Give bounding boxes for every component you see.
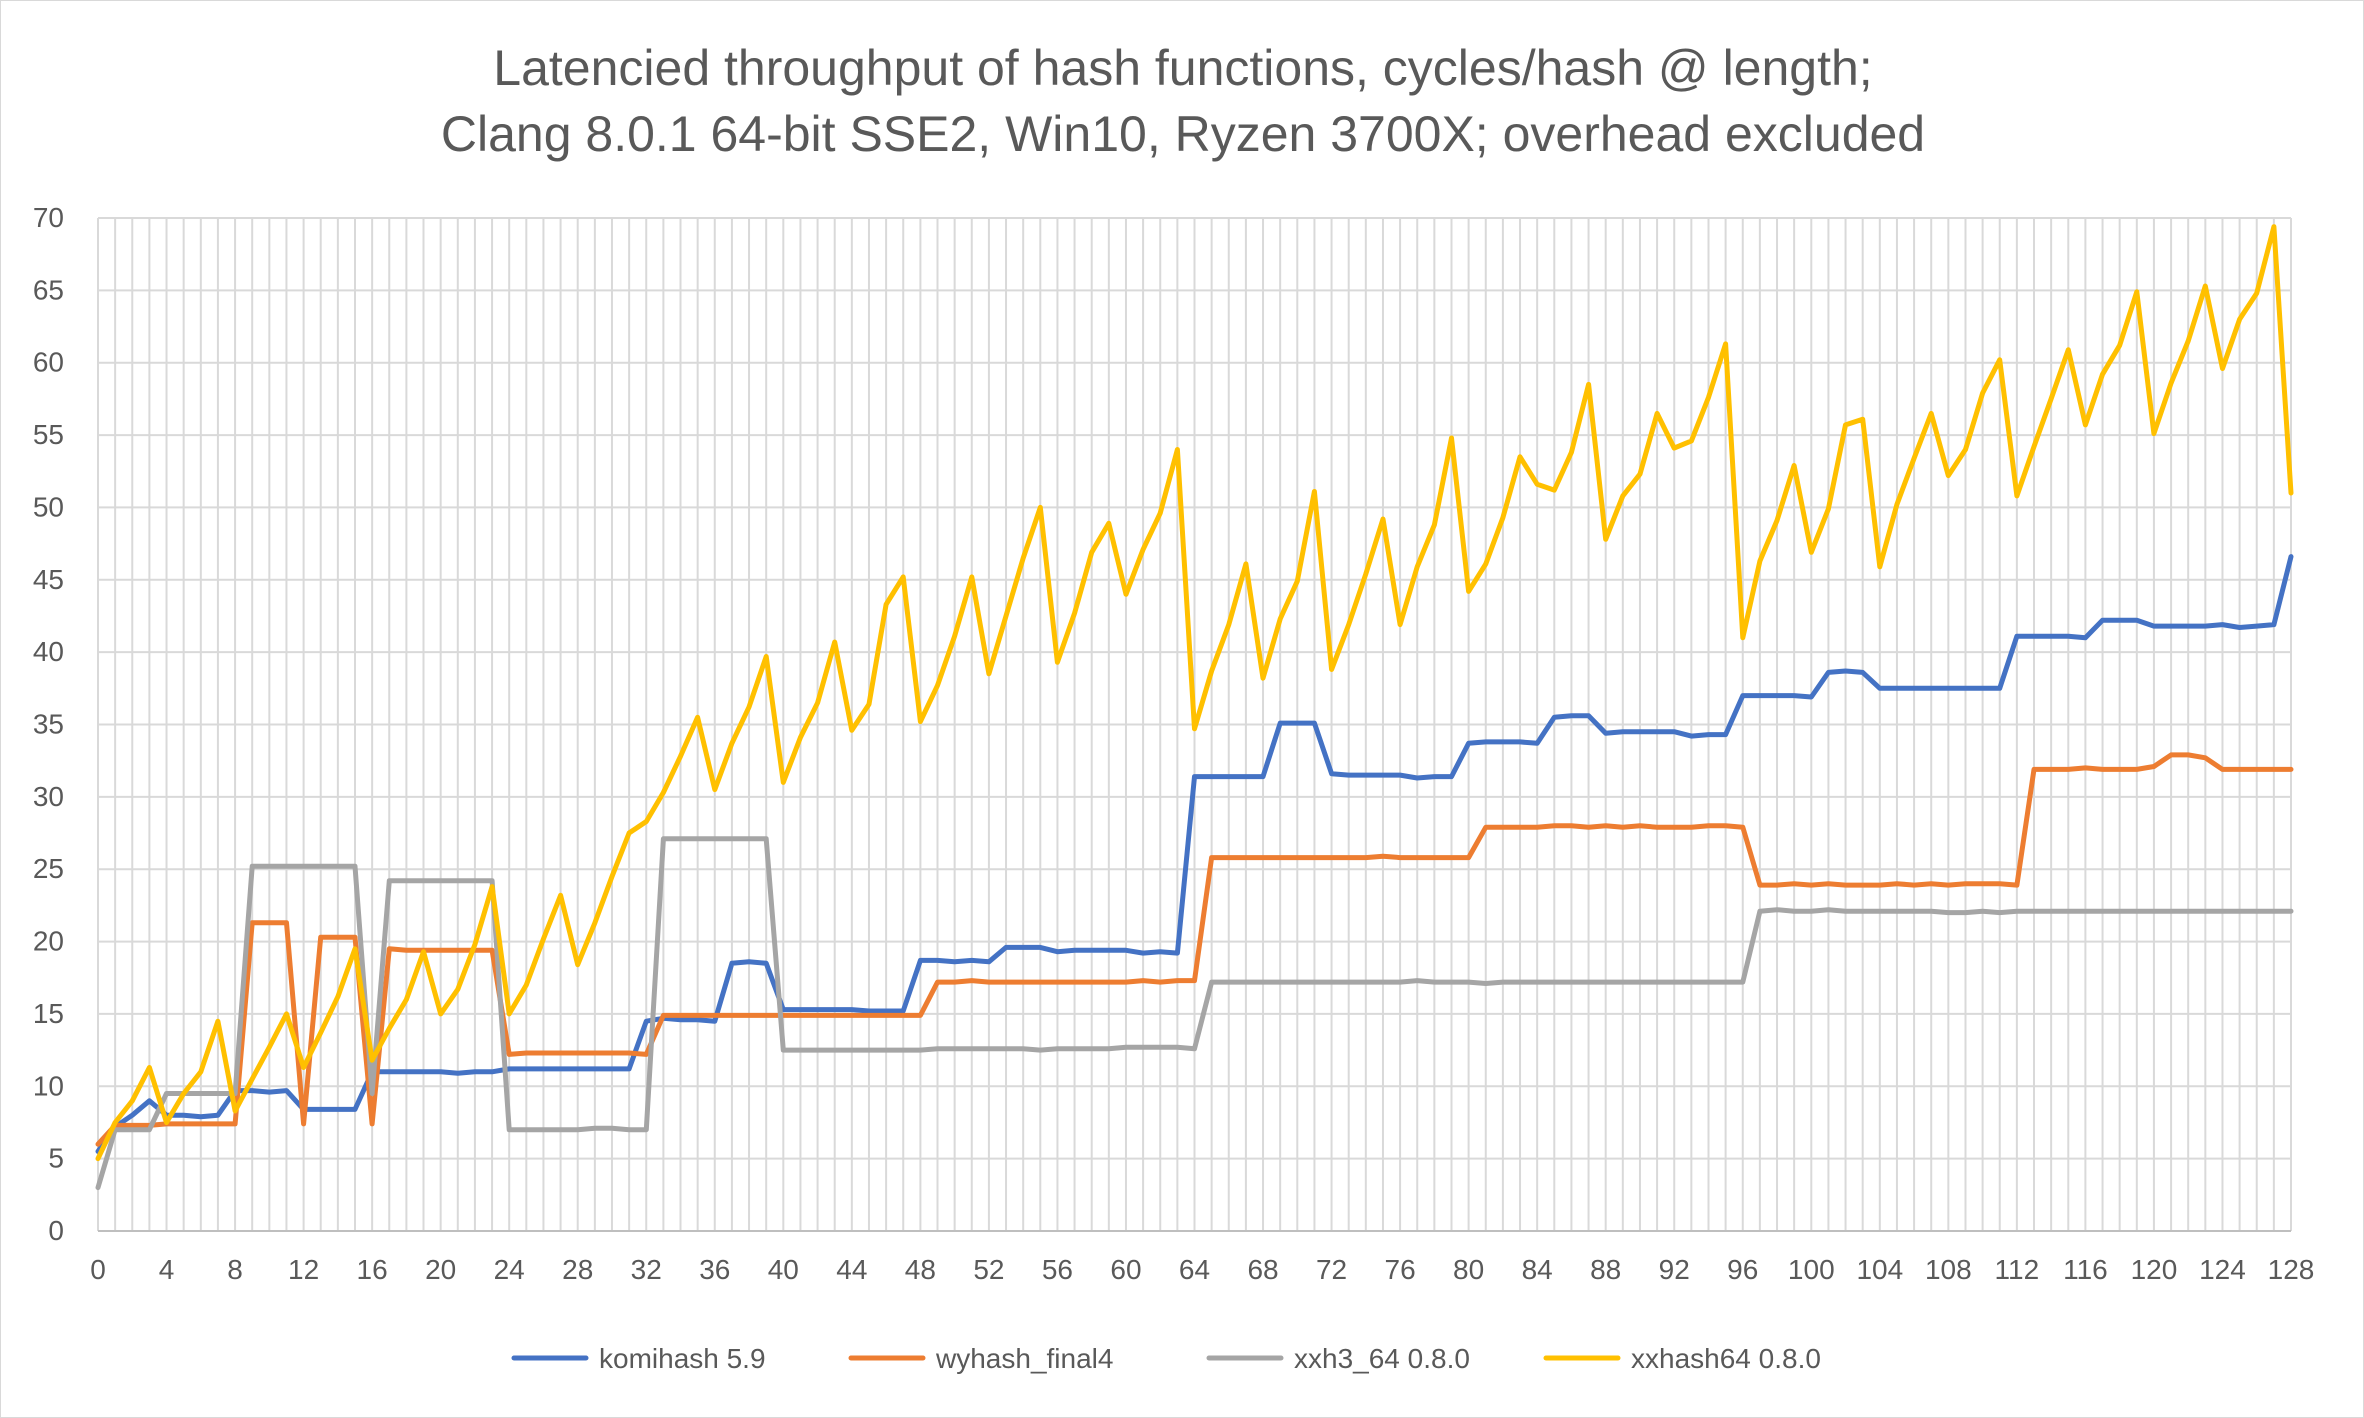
x-tick-label-26: 104 [1856,1254,1903,1285]
y-tick-label-2: 10 [33,1070,64,1101]
x-tick-label-10: 40 [768,1254,799,1285]
y-tick-label-5: 25 [33,853,64,884]
x-tick-label-19: 76 [1385,1254,1416,1285]
legend-label-0: komihash 5.9 [599,1343,766,1374]
x-tick-label-21: 84 [1522,1254,1553,1285]
y-tick-label-9: 45 [33,564,64,595]
x-tick-label-8: 32 [631,1254,662,1285]
y-tick-label-11: 55 [33,419,64,450]
chart-title-line-1: Latencied throughput of hash functions, … [493,40,1873,96]
x-tick-label-9: 36 [699,1254,730,1285]
y-tick-label-3: 15 [33,998,64,1029]
x-tick-label-27: 108 [1925,1254,1972,1285]
x-tick-label-12: 48 [905,1254,936,1285]
x-tick-label-0: 0 [90,1254,106,1285]
x-tick-label-17: 68 [1247,1254,1278,1285]
chart-title-line-2: Clang 8.0.1 64-bit SSE2, Win10, Ryzen 37… [440,106,1926,162]
series-line-1 [95,752,2294,1147]
x-tick-label-20: 80 [1453,1254,1484,1285]
legend-label-2: xxh3_64 0.8.0 [1294,1343,1470,1374]
y-tick-label-6: 30 [33,781,64,812]
legend: komihash 5.9 wyhash_final4 xxh3_64 0.8.0 xx… [511,1343,1821,1374]
y-tick-label-4: 20 [33,926,64,957]
legend-item-2: xxh3_64 0.8.0 [1206,1343,1470,1374]
x-tick-label-28: 112 [1995,1254,2040,1285]
series-line-3 [95,224,2294,1162]
y-tick-label-1: 5 [48,1143,64,1174]
y-tick-label-14: 70 [33,202,64,233]
y-tick-label-0: 0 [48,1215,64,1246]
x-tick-label-29: 116 [2063,1254,2108,1285]
x-tick-label-3: 12 [288,1254,319,1285]
x-tick-label-25: 100 [1788,1254,1835,1285]
chart-title: Latencied throughput of hash functions, … [1,35,2364,167]
legend-label-1: wyhash_final4 [935,1343,1113,1374]
legend-label-3: xxhash64 0.8.0 [1631,1343,1821,1374]
x-tick-label-5: 20 [425,1254,456,1285]
x-tick-label-2: 8 [227,1254,243,1285]
x-tick-label-1: 4 [159,1254,175,1285]
x-tick-label-4: 16 [357,1254,388,1285]
x-tick-label-31: 124 [2199,1254,2246,1285]
y-tick-label-12: 60 [33,347,64,378]
x-tick-label-14: 56 [1042,1254,1073,1285]
legend-item-1: wyhash_final4 [848,1343,1113,1374]
y-tick-label-13: 65 [33,274,64,305]
legend-item-3: xxhash64 0.8.0 [1543,1343,1821,1374]
y-tick-label-10: 50 [33,491,64,522]
x-tick-label-13: 52 [973,1254,1004,1285]
x-tick-label-18: 72 [1316,1254,1347,1285]
x-tick-label-22: 88 [1590,1254,1621,1285]
series-lines [95,224,2294,1191]
x-tick-label-24: 96 [1727,1254,1758,1285]
x-tick-label-32: 128 [2268,1254,2315,1285]
series-line-2 [95,836,2294,1191]
series-line-0 [95,554,2294,1154]
y-tick-label-8: 40 [33,636,64,667]
x-tick-label-30: 120 [2131,1254,2178,1285]
legend-item-0: komihash 5.9 [511,1343,766,1374]
x-tick-label-15: 60 [1110,1254,1141,1285]
x-tick-label-7: 28 [562,1254,593,1285]
x-tick-label-11: 44 [836,1254,867,1285]
x-tick-label-23: 92 [1659,1254,1690,1285]
x-tick-label-6: 24 [494,1254,525,1285]
y-tick-label-7: 35 [33,709,64,740]
x-tick-label-16: 64 [1179,1254,1210,1285]
